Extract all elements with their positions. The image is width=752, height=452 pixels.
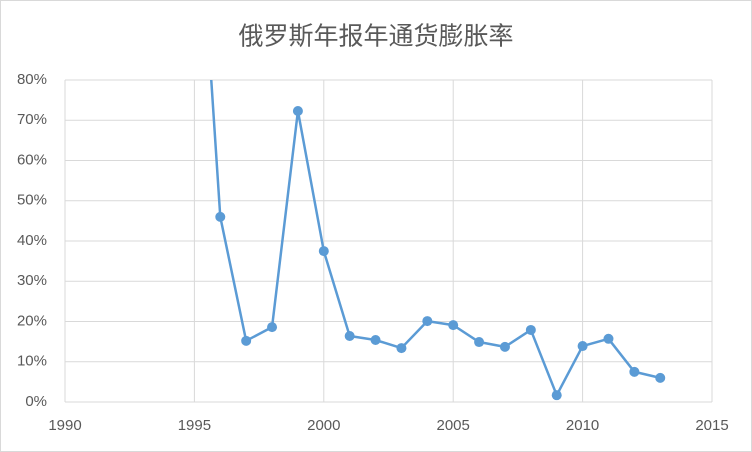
y-tick-label: 60% <box>17 151 47 168</box>
point <box>577 341 588 352</box>
point <box>448 320 459 331</box>
point <box>318 246 329 257</box>
x-tick-label: 1990 <box>48 417 81 434</box>
point <box>370 335 381 346</box>
y-tick-label: 80% <box>17 71 47 88</box>
y-tick-label: 10% <box>17 353 47 370</box>
point <box>422 316 433 327</box>
point <box>215 211 226 222</box>
point <box>603 333 614 344</box>
point <box>474 337 485 348</box>
y-tick-label: 70% <box>17 111 47 128</box>
x-tick-label: 2010 <box>566 417 599 434</box>
point <box>267 322 278 333</box>
x-tick-label: 2015 <box>695 417 728 434</box>
point <box>344 330 355 341</box>
y-tick-label: 30% <box>17 272 47 289</box>
plot-area <box>210 80 666 401</box>
point <box>629 366 640 377</box>
point <box>655 372 666 383</box>
point <box>499 341 510 352</box>
x-tick-label: 1995 <box>178 417 211 434</box>
point <box>396 343 407 354</box>
point <box>292 105 303 116</box>
x-tick-label: 2000 <box>307 417 340 434</box>
y-tick-label: 40% <box>17 232 47 249</box>
y-tick-label: 50% <box>17 192 47 209</box>
y-tick-label: 20% <box>17 312 47 329</box>
point <box>241 335 252 346</box>
y-tick-label: 0% <box>25 393 47 410</box>
x-tick-label: 2005 <box>437 417 470 434</box>
point <box>525 324 536 335</box>
point <box>551 390 562 401</box>
chart-title: 俄罗斯年报年通货膨胀率 <box>238 23 513 51</box>
